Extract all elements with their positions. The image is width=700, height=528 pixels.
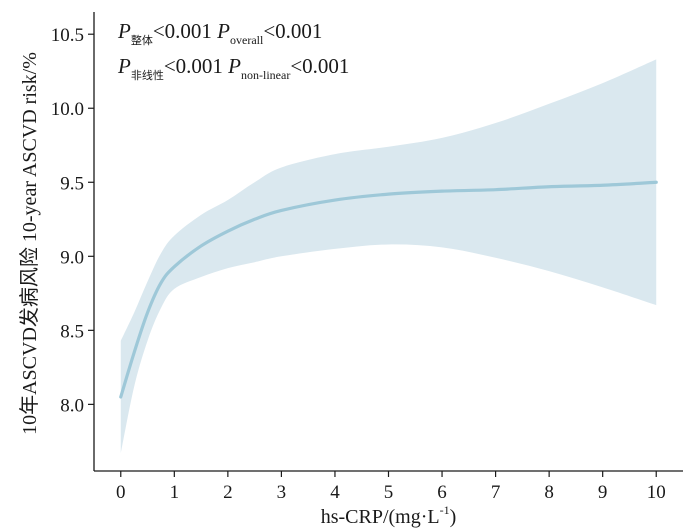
p-value-text: <0.001 (263, 19, 322, 43)
x-tick-label: 2 (223, 482, 233, 503)
x-tick-label: 0 (116, 482, 126, 503)
x-axis-title-end: ) (450, 506, 457, 528)
p-value-annotation: P整体<0.001 Poverall<0.001 (117, 19, 322, 47)
confidence-band-layer (120, 59, 657, 454)
p-value-text: <0.001 (290, 54, 349, 78)
p-value-annotation: P非线性<0.001 Pnon-linear<0.001 (117, 54, 349, 82)
x-axis-title: hs-CRP/(mg·L-1) (321, 503, 457, 528)
y-axis-title: 10年ASCVD发病风险 10-year ASCVD risk/% (18, 52, 41, 435)
p-subscript: 非线性 (131, 68, 164, 82)
y-tick-label: 8.5 (60, 321, 84, 342)
x-tick-label: 8 (544, 482, 554, 503)
x-tick-label: 3 (277, 482, 287, 503)
p-subscript: non-linear (241, 68, 290, 82)
x-tick-label: 5 (384, 482, 394, 503)
x-tick-label: 7 (491, 482, 501, 503)
confidence-band (120, 59, 657, 454)
y-tick-label: 10.0 (51, 99, 84, 120)
p-symbol: P (216, 19, 230, 43)
x-tick-label: 10 (647, 482, 666, 503)
p-symbol: P (117, 54, 131, 78)
p-symbol: P (227, 54, 241, 78)
y-tick-label: 9.0 (60, 247, 84, 268)
p-symbol: P (117, 19, 131, 43)
x-axis-title-main: hs-CRP/(mg·L (321, 506, 440, 528)
p-value-text: <0.001 (164, 54, 228, 78)
y-ticks: 8.0 8.5 9.0 9.5 10.0 10.5 (51, 25, 94, 416)
x-tick-label: 9 (598, 482, 608, 503)
series-line-estimate (119, 180, 658, 399)
line-layer (119, 180, 658, 399)
y-tick-label: 10.5 (51, 25, 84, 46)
x-tick-label: 6 (437, 482, 447, 503)
y-tick-label: 9.5 (60, 173, 84, 194)
y-tick-label: 8.0 (60, 395, 84, 416)
p-subscript: overall (230, 33, 264, 47)
x-tick-label: 4 (330, 482, 340, 503)
x-tick-label: 1 (170, 482, 180, 503)
p-subscript: 整体 (131, 33, 153, 47)
x-axis-title-sup: -1 (440, 503, 450, 517)
p-value-text: <0.001 (153, 19, 217, 43)
x-ticks: 0 1 2 3 4 5 6 7 8 9 10 (116, 471, 666, 503)
